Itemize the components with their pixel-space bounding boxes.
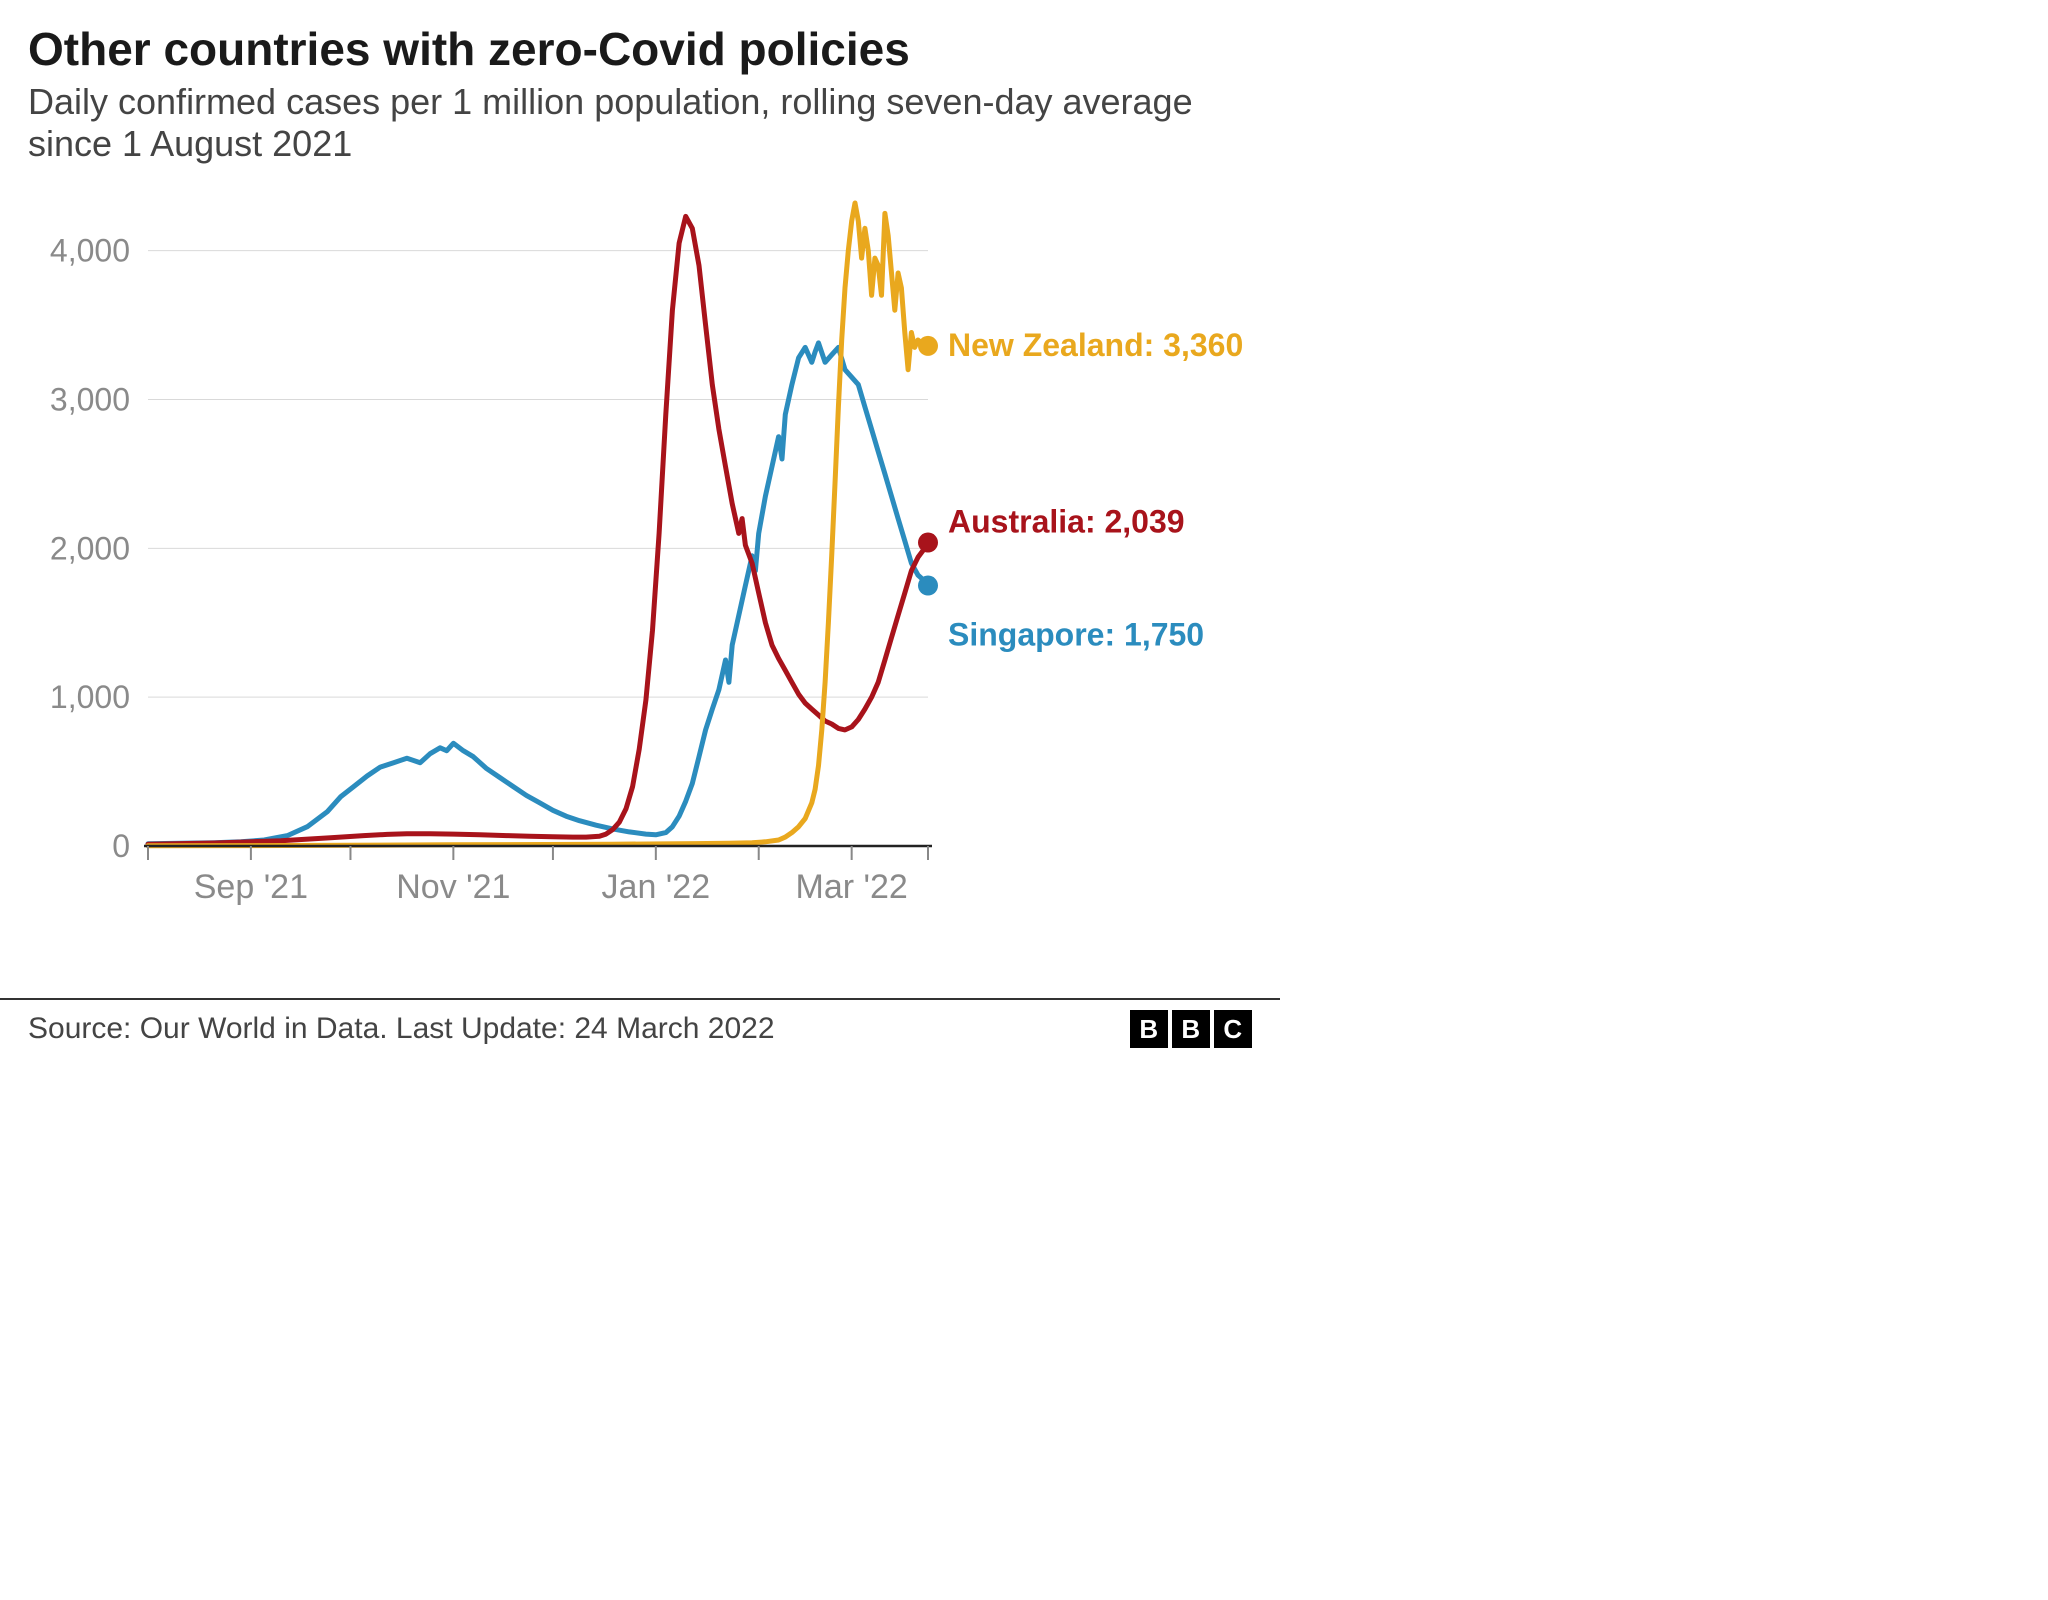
bbc-logo-letter: C <box>1214 1010 1252 1048</box>
svg-text:Sep '21: Sep '21 <box>194 868 308 906</box>
bbc-logo: BBC <box>1130 1010 1252 1048</box>
line-chart-svg: 0 1,000 2,000 3,000 4,000 Sep '21 Nov '21 Jan '… <box>28 186 1252 946</box>
end-label-singapore: Singapore: 1,750 <box>948 616 1204 652</box>
chart-area: 0 1,000 2,000 3,000 4,000 Sep '21 Nov '21 Jan '… <box>28 186 1252 946</box>
series-line-singapore <box>148 342 928 843</box>
svg-text:Mar '22: Mar '22 <box>796 868 908 906</box>
svg-text:3,000: 3,000 <box>50 381 130 417</box>
series-line-australia <box>148 216 928 844</box>
svg-text:0: 0 <box>112 828 130 864</box>
series-line-new-zealand <box>148 203 928 846</box>
bbc-logo-letter: B <box>1172 1010 1210 1048</box>
end-label-australia: Australia: 2,039 <box>948 503 1185 539</box>
end-label-new-zealand: New Zealand: 3,360 <box>948 326 1243 362</box>
bbc-logo-letter: B <box>1130 1010 1168 1048</box>
end-marker-new-zealand <box>918 335 938 355</box>
svg-text:4,000: 4,000 <box>50 232 130 268</box>
chart-footer: Source: Our World in Data. Last Update: … <box>0 1000 1280 1060</box>
svg-text:Nov '21: Nov '21 <box>396 868 510 906</box>
end-marker-singapore <box>918 575 938 595</box>
svg-text:1,000: 1,000 <box>50 679 130 715</box>
chart-card: Other countries with zero-Covid policies… <box>0 0 1280 1000</box>
end-marker-australia <box>918 532 938 552</box>
source-text: Source: Our World in Data. Last Update: … <box>28 1012 775 1046</box>
chart-title: Other countries with zero-Covid policies <box>28 24 1252 75</box>
svg-text:Jan '22: Jan '22 <box>602 868 711 906</box>
svg-text:2,000: 2,000 <box>50 530 130 566</box>
chart-subtitle: Daily confirmed cases per 1 million popu… <box>28 81 1252 166</box>
